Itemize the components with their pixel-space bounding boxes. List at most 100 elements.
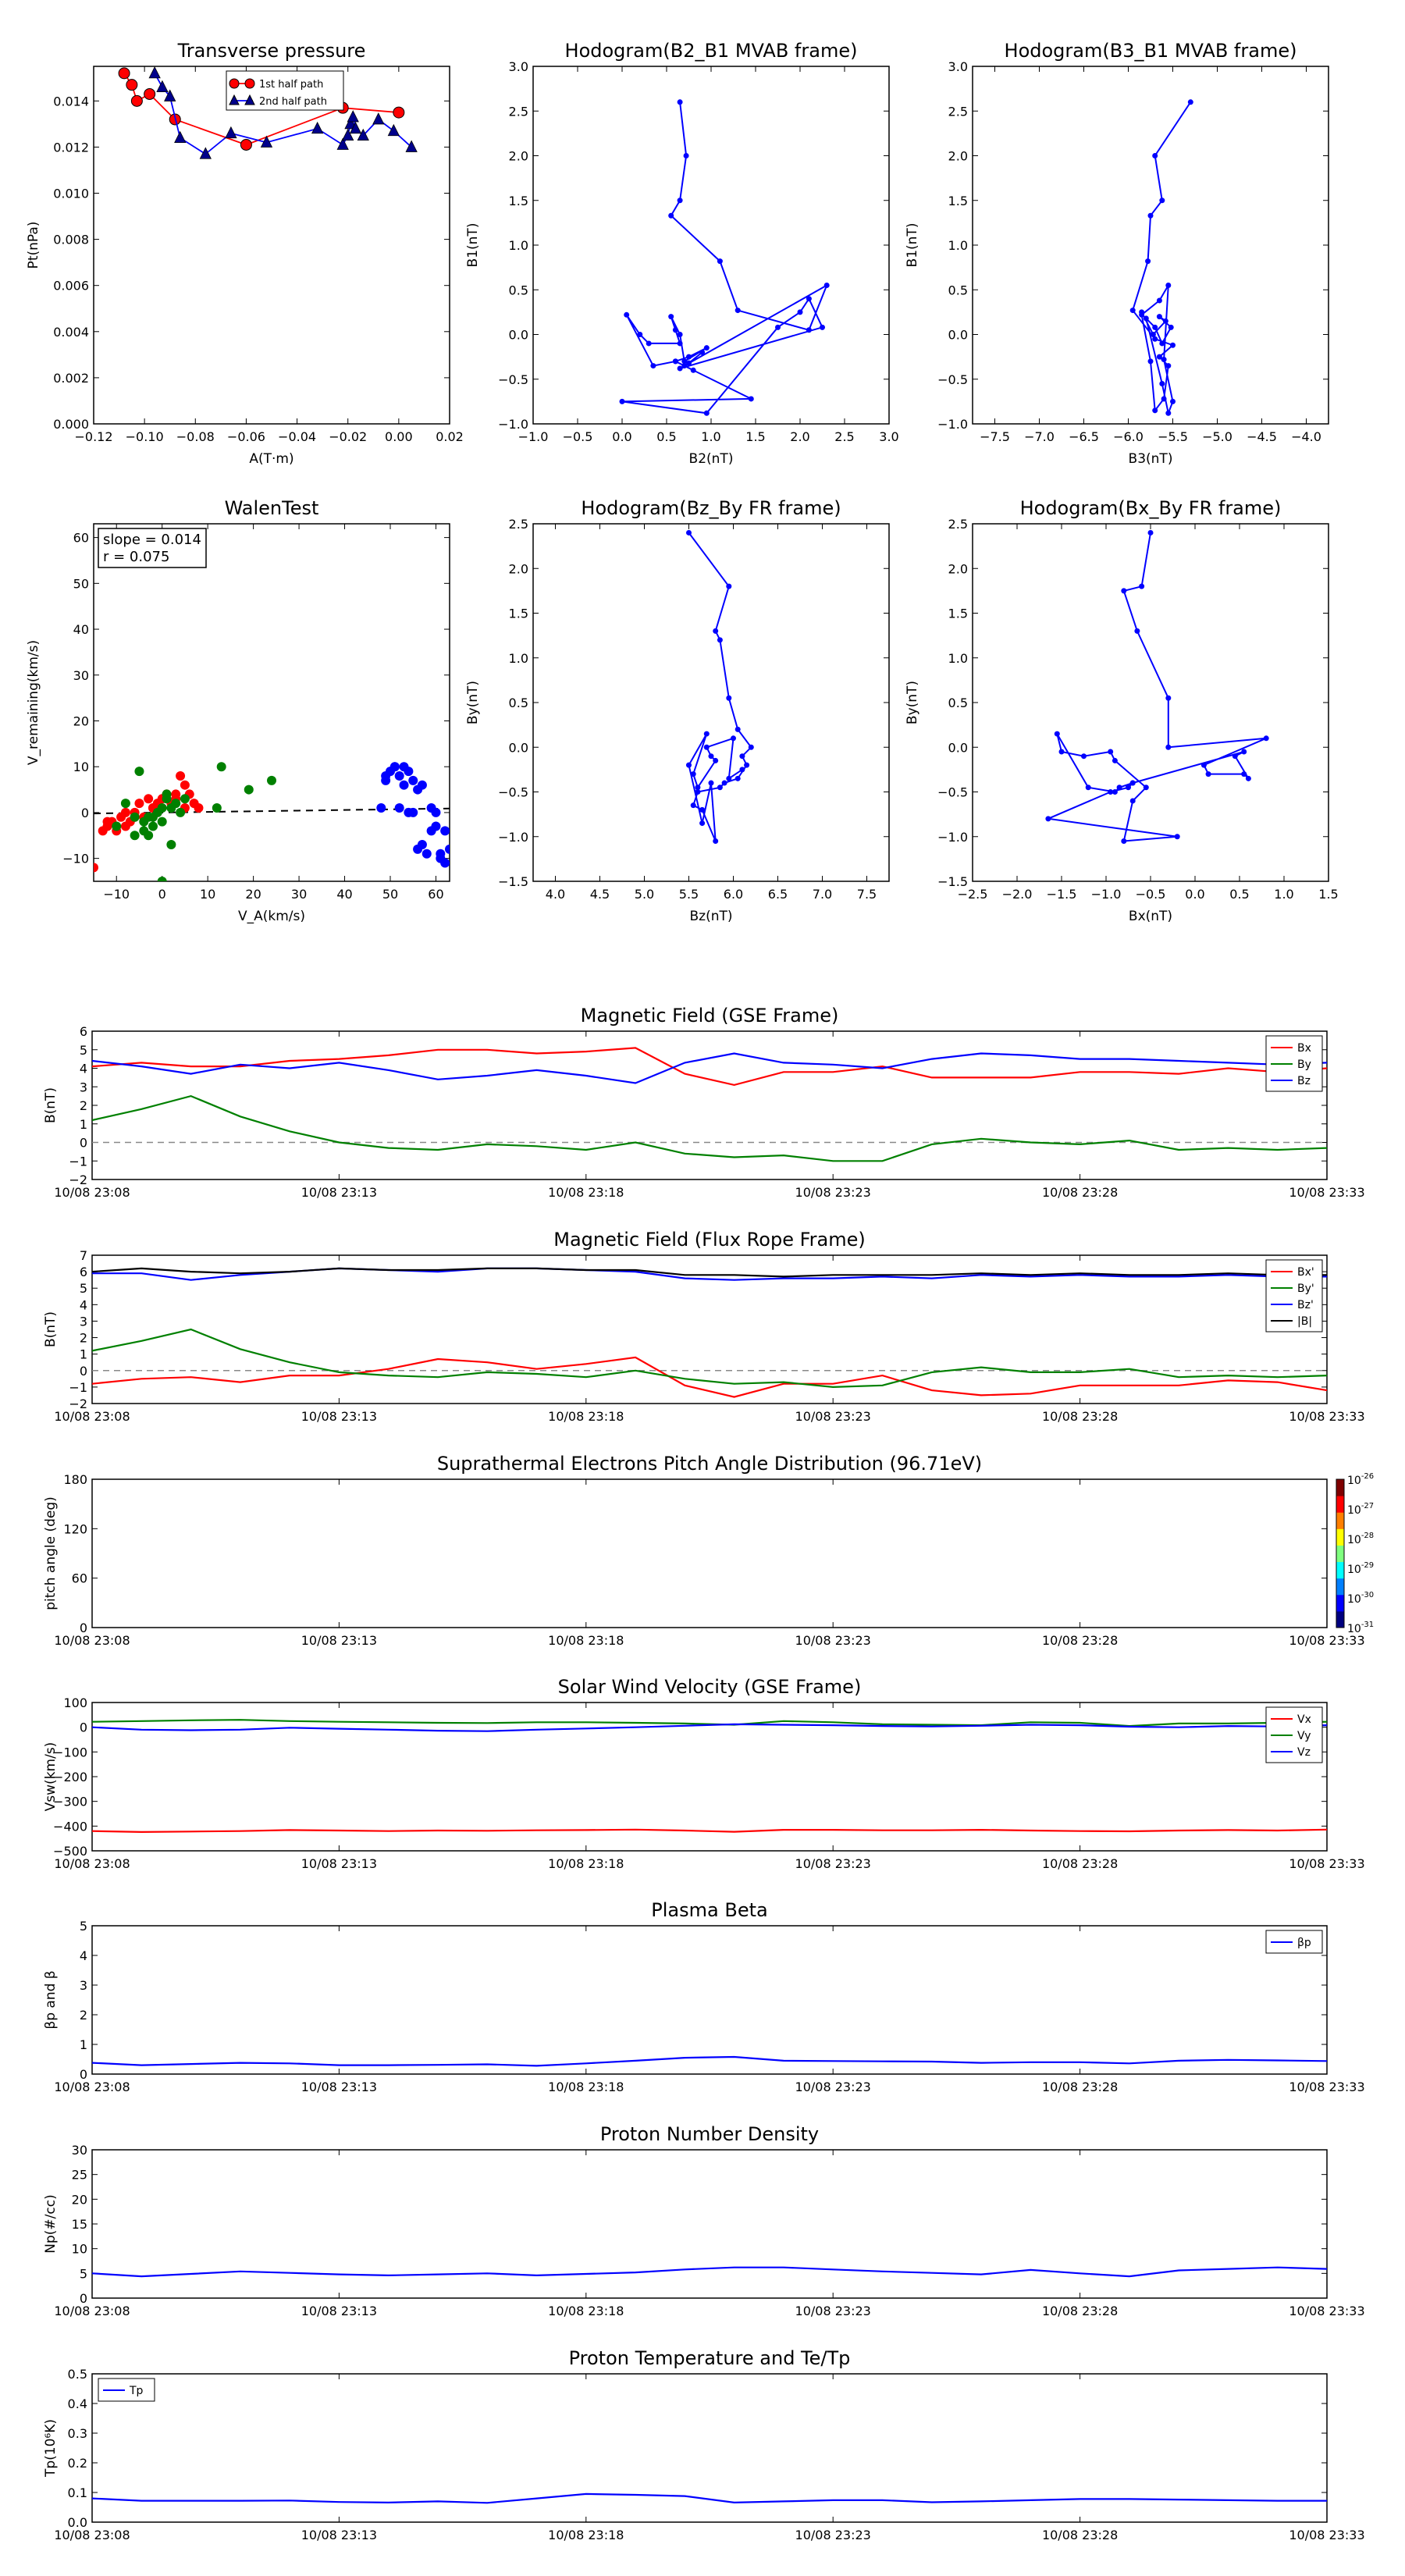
x-tick-label: 10/08 23:23 [795,2080,871,2094]
y-tick-label: −2 [69,1397,87,1411]
y-axis-label: B1(nT) [465,223,481,268]
y-tick-label: 0.012 [53,140,89,155]
chart-title: Proton Temperature and Te/Tp [569,2347,851,2369]
series-line [1132,101,1192,416]
y-tick-label: 2.5 [948,517,968,532]
series-line [92,1723,1327,1732]
x-tick-label: 3.0 [879,429,898,444]
data-point [690,771,696,777]
x-tick-label: −0.02 [329,429,367,444]
data-point [1241,771,1247,777]
x-tick-label: −4.0 [1291,429,1321,444]
data-point [686,762,692,768]
chart-hodo_bxby: Hodogram(Bx_By FR frame) −1.5 −1.0 −0.5 0.0 0… [905,497,1339,924]
chart-mag_fr: Magnetic Field (Flux Rope Frame) −2 −10 12 3… [43,1229,1365,1424]
x-tick-label: 10/08 23:28 [1042,1856,1118,1871]
x-tick-label: 10/08 23:28 [1042,2080,1118,2094]
x-tick-label: 4.0 [546,887,565,902]
colorbar-exponent: -28 [1361,1532,1374,1540]
data-point [440,826,450,836]
chart-title: Transverse pressure [177,40,366,62]
y-tick-label: 1.0 [948,651,968,666]
legend-marker [229,94,240,105]
y-tick-label: 15 [72,2217,87,2232]
x-tick-label: 10/08 23:18 [548,2304,624,2318]
data-point [735,726,741,732]
plot-area [92,2055,1327,2067]
data-point [144,794,154,804]
data-point [1245,775,1251,781]
data-point [120,807,130,817]
y-tick-label: 60 [72,1571,87,1586]
x-tick-label: 10/08 23:28 [1042,2304,1118,2318]
x-tick-label: 10/08 23:13 [301,2528,377,2542]
y-tick-label: 0.5 [509,696,528,710]
x-tick-label: 40 [336,887,352,902]
data-point [681,363,688,369]
data-point [157,877,167,881]
colorbar-tick-label: 10-28 [1347,1532,1374,1546]
legend-label: Vx [1297,1713,1311,1726]
colorbar-cell [1336,1545,1344,1563]
data-point [717,258,723,265]
data-point [677,99,683,105]
data-point [739,767,745,773]
data-point [717,785,723,791]
data-point [381,770,391,781]
data-point [1112,757,1118,763]
data-point [1129,780,1136,786]
plot-area [686,529,754,844]
colorbar-exponent: -27 [1361,1502,1374,1510]
y-tick-label: 2.0 [948,561,968,576]
y-tick-label: 4 [80,1062,87,1076]
x-axis-label: Bx(nT) [1129,909,1172,924]
data-point [668,314,674,320]
plot-frame [91,1030,1328,1180]
data-point [735,308,741,314]
data-point [130,831,140,841]
x-tick-label: 10/08 23:13 [301,1856,377,1871]
x-tick-label: 0.0 [612,429,631,444]
y-tick-label: 4 [80,1948,87,1963]
data-point [713,838,719,844]
chart-transverse: Transverse pressure 0.000 0.002 0.004 0.006 0… [26,40,464,467]
data-point [686,529,692,535]
y-tick-label: 0.0 [509,740,528,755]
x-tick-label: 2.5 [834,429,854,444]
x-tick-label: −1.0 [518,429,549,444]
data-point [126,79,138,91]
plot-frame [972,523,1329,882]
y-tick-label: −0.5 [498,785,528,800]
data-point [806,296,812,302]
chart-density: Proton Number Density 0 5 10 15 20 25 30 10/08 2… [43,2123,1365,2318]
y-tick-label: 120 [63,1521,87,1536]
y-tick-label: 2.5 [509,104,528,119]
legend-label: Vy [1297,1730,1311,1742]
y-tick-label: 0.3 [68,2426,87,2441]
colorbar-tick-label: 10-30 [1347,1591,1374,1606]
data-point [349,121,362,134]
y-axis-label: Pt(nPa) [26,222,41,269]
fit-line [94,807,450,815]
y-tick-label: −1.0 [498,830,528,845]
data-point [820,324,825,330]
data-point [422,849,432,859]
data-point [686,354,692,360]
x-tick-label: 0.0 [1185,887,1204,902]
data-point [130,94,143,107]
data-point [1147,529,1154,535]
y-tick-label: 0.004 [53,325,89,340]
series-line [92,1094,1327,1162]
data-point [387,123,400,137]
data-point [176,770,186,781]
chart-title: WalenTest [225,497,319,519]
y-tick-label: 0.000 [53,417,89,432]
y-tick-label: 0.5 [68,2367,87,2382]
data-point [672,358,678,365]
data-point [342,128,354,141]
y-tick-label: 0 [80,1621,87,1635]
y-tick-label: 0 [80,1720,87,1735]
data-point [1165,283,1172,289]
x-tick-label: −1.5 [1047,887,1077,902]
